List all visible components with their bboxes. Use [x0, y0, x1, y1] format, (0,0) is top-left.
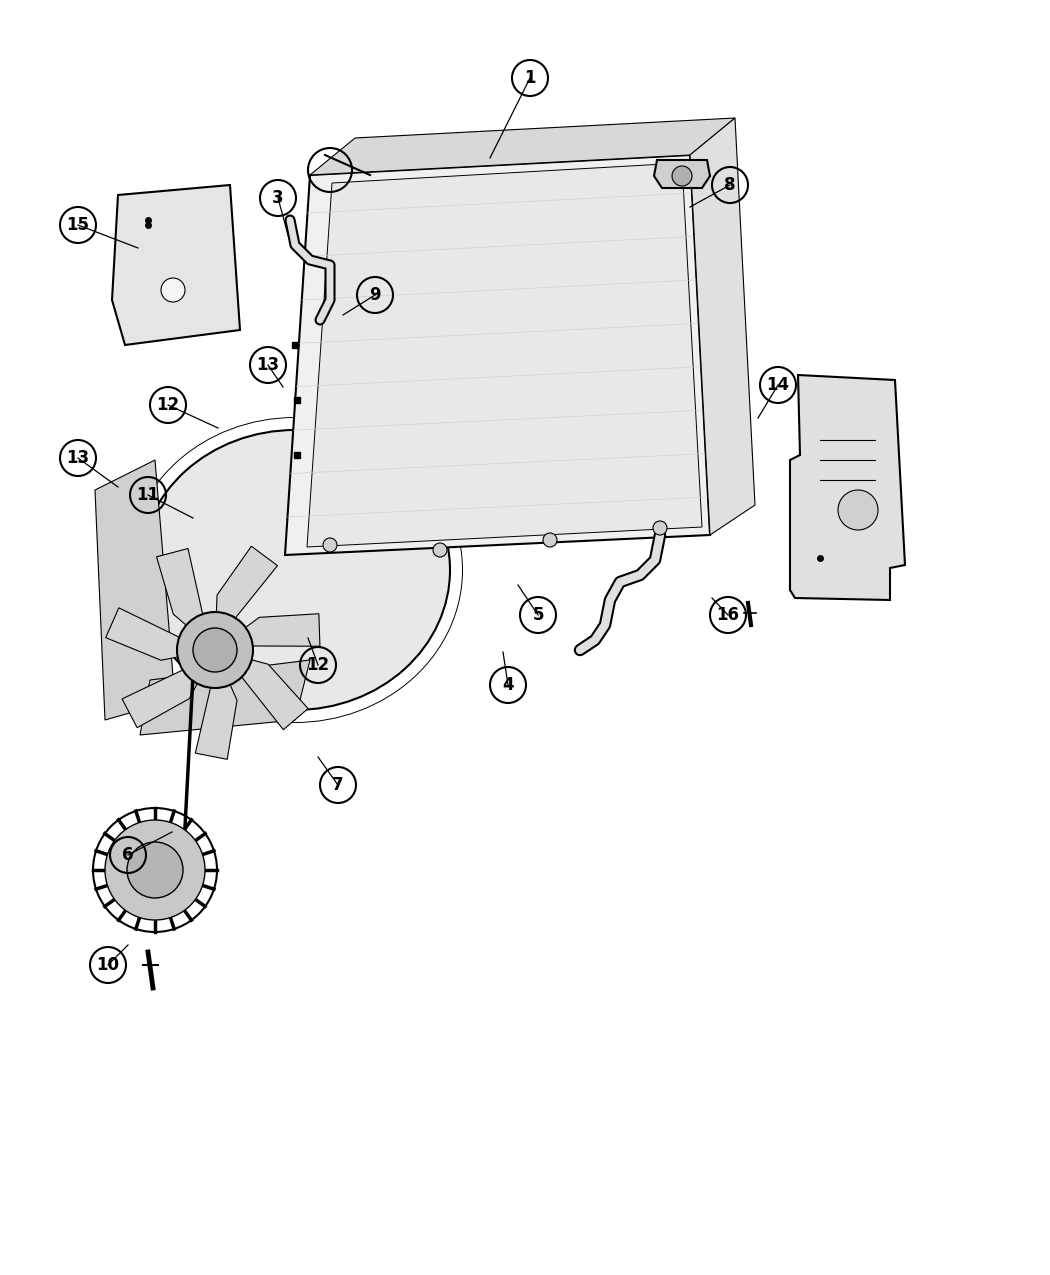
- Circle shape: [193, 629, 237, 672]
- Polygon shape: [690, 119, 755, 536]
- Circle shape: [105, 820, 205, 921]
- Ellipse shape: [140, 430, 450, 710]
- Text: 13: 13: [256, 356, 279, 374]
- Polygon shape: [112, 185, 240, 346]
- Text: 14: 14: [766, 376, 790, 394]
- Polygon shape: [94, 460, 175, 720]
- Circle shape: [161, 278, 185, 302]
- Text: 12: 12: [156, 397, 180, 414]
- Text: 13: 13: [66, 449, 89, 467]
- Circle shape: [323, 538, 337, 552]
- Polygon shape: [285, 156, 710, 555]
- Circle shape: [433, 543, 447, 557]
- Circle shape: [838, 490, 878, 530]
- Polygon shape: [307, 163, 702, 547]
- Text: 1: 1: [524, 69, 536, 87]
- Polygon shape: [122, 667, 201, 728]
- Text: 12: 12: [307, 657, 330, 674]
- Circle shape: [653, 521, 667, 536]
- Text: 4: 4: [502, 676, 513, 694]
- Polygon shape: [654, 159, 710, 187]
- Circle shape: [177, 612, 253, 689]
- Text: 9: 9: [370, 286, 381, 303]
- Text: 10: 10: [97, 956, 120, 974]
- Text: 15: 15: [66, 215, 89, 235]
- Polygon shape: [106, 608, 187, 660]
- Text: 3: 3: [272, 189, 284, 207]
- Circle shape: [127, 842, 183, 898]
- Text: 11: 11: [136, 486, 160, 504]
- Circle shape: [543, 533, 556, 547]
- Text: 6: 6: [122, 847, 133, 864]
- Text: 8: 8: [724, 176, 736, 194]
- Polygon shape: [156, 548, 205, 630]
- Text: 5: 5: [532, 606, 544, 623]
- Polygon shape: [310, 119, 735, 175]
- Circle shape: [672, 166, 692, 186]
- Polygon shape: [195, 677, 237, 760]
- Polygon shape: [216, 546, 277, 625]
- Text: 16: 16: [716, 606, 739, 623]
- Polygon shape: [140, 660, 310, 734]
- Polygon shape: [236, 658, 308, 729]
- Polygon shape: [790, 375, 905, 601]
- Polygon shape: [239, 613, 320, 646]
- Text: 7: 7: [332, 776, 343, 794]
